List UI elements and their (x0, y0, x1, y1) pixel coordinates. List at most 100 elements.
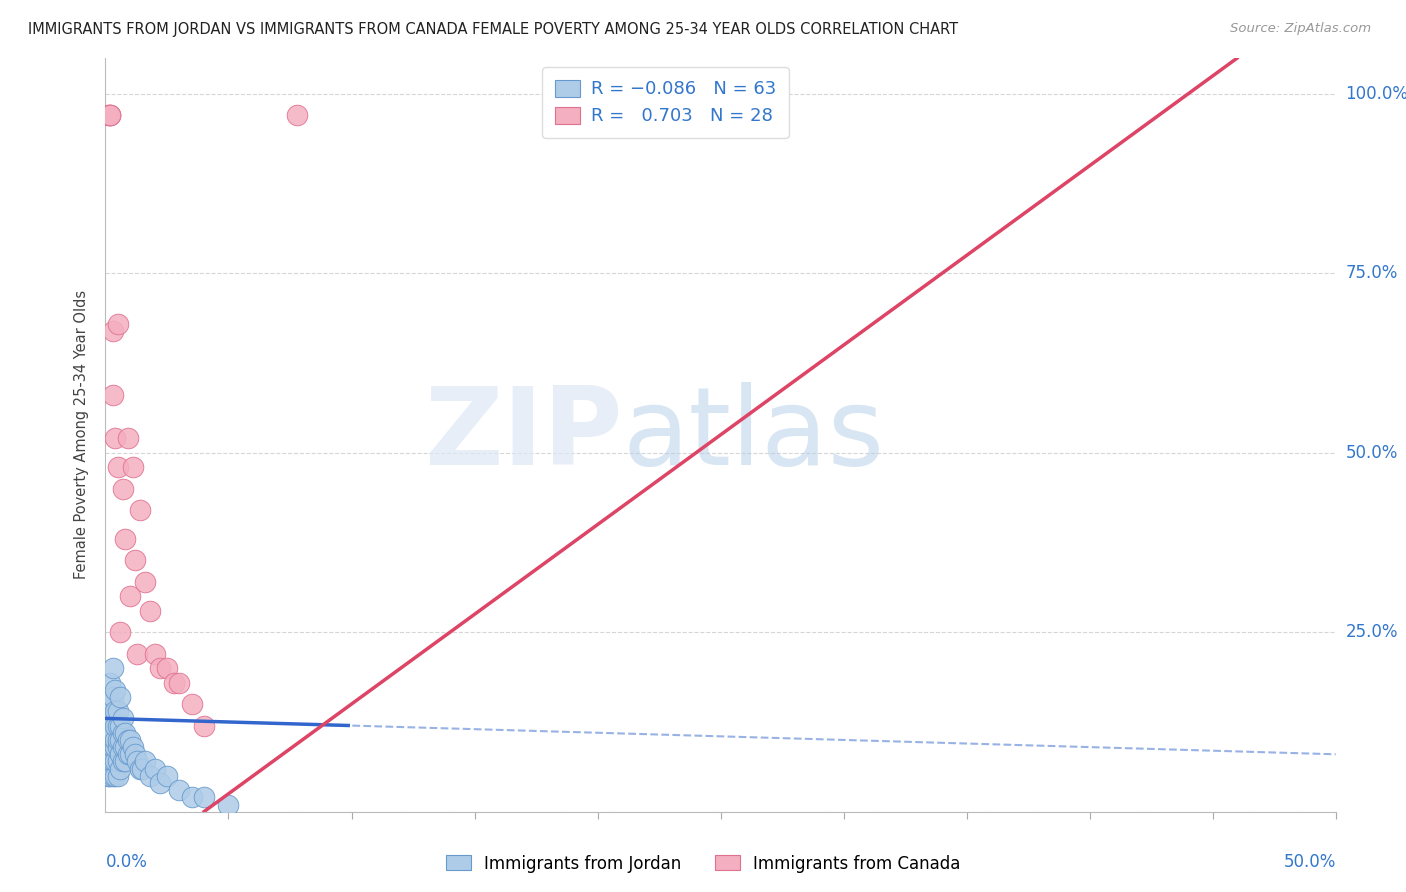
Text: 50.0%: 50.0% (1284, 853, 1336, 871)
Point (107, 733, 129, 747)
Point (104, 733, 127, 747)
Point (124, 747, 146, 762)
Point (134, 755, 156, 769)
Text: 50.0%: 50.0% (1346, 444, 1398, 462)
Point (107, 704, 129, 718)
Text: 25.0%: 25.0% (1346, 624, 1398, 641)
Point (111, 711, 134, 725)
Point (111, 725, 134, 739)
Point (98, 755, 122, 769)
Point (98, 747, 122, 762)
Point (107, 755, 129, 769)
Point (111, 755, 134, 769)
Point (104, 704, 127, 718)
Legend: R = −0.086   N = 63, R =   0.703   N = 28: R = −0.086 N = 63, R = 0.703 N = 28 (541, 67, 789, 138)
Point (97, 769, 120, 783)
Point (169, 783, 191, 797)
Text: IMMIGRANTS FROM JORDAN VS IMMIGRANTS FROM CANADA FEMALE POVERTY AMONG 25-34 YEAR: IMMIGRANTS FROM JORDAN VS IMMIGRANTS FRO… (28, 22, 959, 37)
Point (127, 647, 149, 661)
Point (134, 574, 156, 589)
Point (218, 797, 240, 812)
Point (104, 769, 127, 783)
Point (180, 790, 202, 805)
Point (114, 725, 136, 739)
Point (101, 324, 124, 338)
Text: atlas: atlas (621, 382, 884, 488)
Point (107, 460, 129, 475)
Point (110, 625, 132, 640)
Point (101, 711, 124, 725)
Point (169, 675, 191, 690)
Point (131, 762, 153, 776)
Point (98, 675, 122, 690)
Point (104, 740, 127, 755)
Point (138, 604, 162, 618)
Point (193, 718, 215, 732)
Legend: Immigrants from Jordan, Immigrants from Canada: Immigrants from Jordan, Immigrants from … (439, 848, 967, 880)
Point (97, 697, 120, 711)
Point (127, 755, 149, 769)
Point (98, 108, 122, 122)
Point (149, 776, 172, 790)
Point (107, 740, 129, 755)
Point (101, 388, 124, 402)
Point (117, 733, 139, 747)
Point (114, 532, 136, 546)
Y-axis label: Female Poverty Among 25-34 Year Olds: Female Poverty Among 25-34 Year Olds (75, 290, 90, 580)
Point (110, 747, 132, 762)
Point (138, 769, 162, 783)
Point (120, 733, 141, 747)
Point (180, 697, 202, 711)
Point (110, 718, 132, 732)
Point (129, 762, 152, 776)
Point (97, 733, 120, 747)
Point (143, 762, 166, 776)
Point (98, 725, 122, 739)
Point (107, 769, 129, 783)
Text: ZIP: ZIP (423, 382, 621, 488)
Point (121, 740, 143, 755)
Point (193, 790, 215, 805)
Point (287, 108, 309, 122)
Text: 0.0%: 0.0% (105, 853, 148, 871)
Point (149, 661, 172, 675)
Point (120, 747, 141, 762)
Point (117, 747, 139, 762)
Point (101, 755, 124, 769)
Point (97, 718, 120, 732)
Point (117, 432, 139, 446)
Point (121, 460, 143, 475)
Point (107, 718, 129, 732)
Point (104, 755, 127, 769)
Point (97, 747, 120, 762)
Point (98, 769, 122, 783)
Point (143, 647, 166, 661)
Point (129, 503, 152, 517)
Text: Source: ZipAtlas.com: Source: ZipAtlas.com (1230, 22, 1371, 36)
Point (156, 661, 179, 675)
Point (107, 317, 129, 331)
Point (98, 108, 122, 122)
Point (97, 108, 120, 122)
Point (98, 108, 122, 122)
Point (104, 432, 127, 446)
Point (110, 690, 132, 704)
Point (101, 725, 124, 739)
Point (98, 697, 122, 711)
Point (101, 769, 124, 783)
Point (111, 482, 134, 496)
Point (98, 733, 122, 747)
Text: 100.0%: 100.0% (1346, 85, 1406, 103)
Point (104, 718, 127, 732)
Point (104, 682, 127, 697)
Point (114, 740, 136, 755)
Point (163, 675, 186, 690)
Point (114, 755, 136, 769)
Text: 75.0%: 75.0% (1346, 264, 1398, 283)
Point (156, 769, 179, 783)
Point (110, 762, 132, 776)
Point (101, 690, 124, 704)
Point (124, 553, 146, 567)
Point (111, 740, 134, 755)
Point (98, 711, 122, 725)
